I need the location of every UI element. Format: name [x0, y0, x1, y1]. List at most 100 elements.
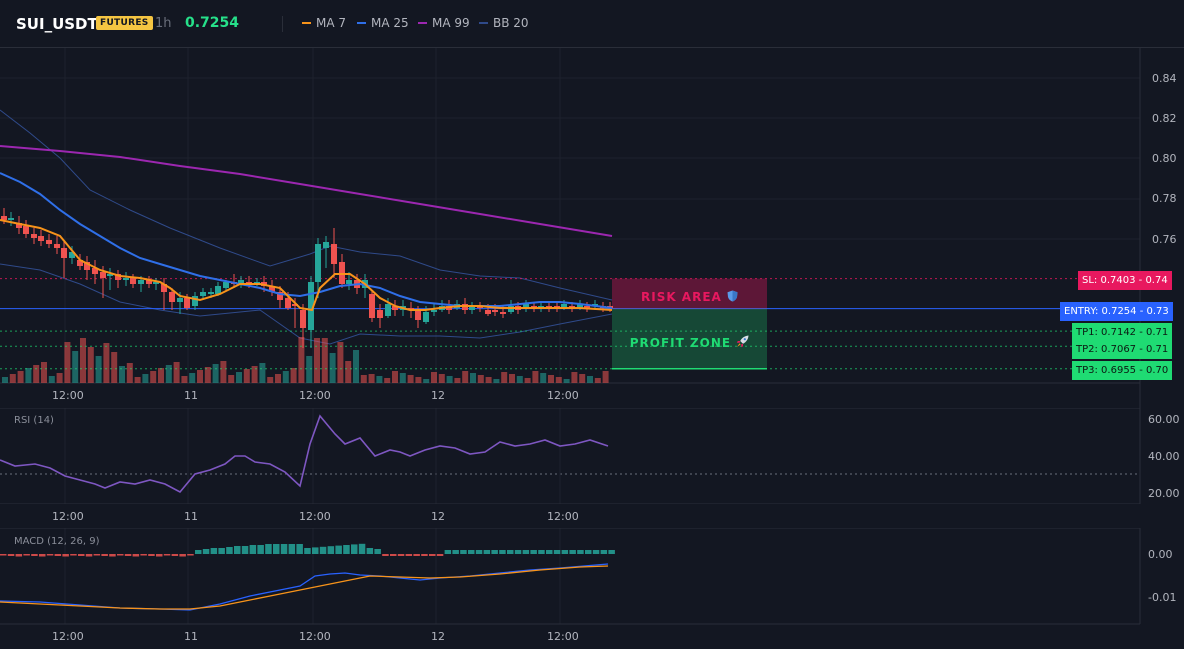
candle-body	[285, 298, 291, 308]
price-pane[interactable]	[0, 48, 1184, 408]
candle-body	[161, 284, 167, 292]
candle-body	[138, 280, 144, 284]
symbol-name[interactable]: SUI_USDT	[16, 15, 98, 33]
macd-histogram-bar	[421, 554, 428, 556]
macd-histogram-bar	[156, 554, 163, 557]
rsi-axis-label: 40.00	[1148, 450, 1180, 463]
chart-header: SUI_USDT FUTURES 1h 0.7254 MA 7 MA 25 MA…	[0, 0, 1184, 48]
volume-bar	[360, 375, 367, 383]
macd-histogram-bar	[397, 554, 405, 556]
candle-body	[415, 310, 421, 320]
candle-body	[561, 304, 567, 308]
macd-histogram-bar	[366, 548, 374, 554]
candle-body	[200, 292, 206, 296]
volume-bar	[314, 338, 320, 383]
volume-bar	[540, 373, 547, 383]
macd-axis-label: 0.00	[1148, 548, 1173, 561]
volume-bar	[470, 373, 476, 383]
legend-ma99[interactable]: MA 99	[418, 16, 470, 30]
candle-body	[223, 282, 229, 288]
moving-average-lines	[0, 172, 613, 312]
time-axis-label: 12:00	[299, 389, 331, 402]
macd-histogram-bar	[78, 554, 85, 556]
volume-bar	[173, 362, 180, 383]
time-axis-label: 11	[184, 510, 198, 523]
macd-histogram-bar	[538, 550, 545, 554]
volume-bar	[587, 376, 593, 383]
rsi-pane[interactable]	[0, 408, 1184, 504]
time-axis-label: 11	[184, 389, 198, 402]
legend-ma25[interactable]: MA 25	[357, 16, 409, 30]
macd-histogram-bar	[382, 554, 389, 556]
macd-histogram-bar	[241, 546, 249, 554]
tp3-tag: TP3: 0.6955 - 0.70	[1072, 361, 1173, 380]
candle-body	[31, 234, 37, 238]
rsi-grid	[0, 408, 1141, 504]
macd-histogram-bar	[600, 550, 608, 554]
volume-bar	[438, 374, 445, 383]
macd-histogram-bar	[93, 554, 101, 556]
candle-body	[16, 223, 22, 228]
tp3-axis-value: 0.70	[1146, 365, 1169, 376]
candle-body	[107, 274, 113, 276]
ma7-swatch-icon	[302, 22, 311, 24]
volume-bar	[376, 376, 383, 383]
candle-body	[500, 312, 506, 314]
volume-bar	[87, 347, 94, 383]
volume-bar	[2, 377, 8, 383]
candle-body	[469, 306, 475, 310]
macd-histogram-bar	[62, 554, 69, 557]
candle-body	[23, 226, 29, 234]
macd-histogram-bar	[507, 550, 514, 554]
time-axis-label: 12:00	[547, 510, 579, 523]
macd-histogram-bar	[569, 550, 576, 554]
macd-histogram-bar	[101, 554, 108, 556]
legend-ma25-label: MA 25	[371, 16, 409, 30]
legend-ma7[interactable]: MA 7	[302, 16, 346, 30]
volume-bar	[72, 351, 79, 383]
volume-bar	[64, 342, 71, 383]
legend-bb20[interactable]: BB 20	[479, 16, 529, 30]
volume-bar	[189, 373, 196, 383]
macd-histogram-bar	[15, 554, 23, 557]
macd-histogram-bar	[273, 544, 280, 554]
volume-bar	[142, 374, 149, 383]
volume-bar	[485, 377, 492, 383]
volume-bar	[17, 371, 24, 383]
macd-histogram-bar	[444, 550, 452, 554]
macd-histogram-bar	[343, 545, 350, 554]
macd-pane-label: MACD (12, 26, 9)	[14, 536, 100, 547]
entry-axis-value: 0.73	[1146, 306, 1169, 317]
profit-zone-text: PROFIT ZONE	[629, 336, 732, 350]
volume-bar	[477, 375, 484, 383]
legend-ma7-label: MA 7	[316, 16, 347, 30]
candle-body	[38, 236, 44, 241]
macd-pane[interactable]	[0, 528, 1184, 649]
macd-histogram-bar	[195, 550, 202, 554]
timeframe-selector[interactable]: 1h	[155, 16, 172, 31]
ma25-swatch-icon	[357, 22, 366, 24]
candle-body	[523, 304, 529, 308]
macd-histogram-bar	[608, 550, 615, 554]
macd-histogram-bar	[140, 554, 147, 556]
candle-body	[385, 304, 391, 316]
volume-bar	[243, 369, 250, 383]
volume-bar	[321, 338, 328, 383]
volume-bar	[165, 365, 172, 383]
macd-histogram-bar	[171, 554, 179, 556]
profit-zone-label: PROFIT ZONE	[612, 335, 767, 350]
volume-bar	[236, 372, 242, 383]
tp2-tag-label: TP2: 0.7067	[1076, 344, 1137, 355]
macd-histogram-bar	[296, 544, 303, 554]
volume-bar	[555, 377, 562, 383]
volume-bar	[158, 368, 164, 383]
macd-histogram-bar	[436, 554, 444, 556]
sl-tag-label: SL: 0.7403	[1082, 275, 1136, 286]
macd-histogram-bar	[335, 545, 342, 554]
macd-histogram-bar	[491, 550, 498, 554]
macd-histogram-bar	[210, 548, 218, 554]
volume-bar	[423, 379, 430, 383]
ma25-path	[0, 172, 613, 309]
legend-bb20-label: BB 20	[493, 16, 529, 30]
candle-body	[100, 272, 106, 278]
